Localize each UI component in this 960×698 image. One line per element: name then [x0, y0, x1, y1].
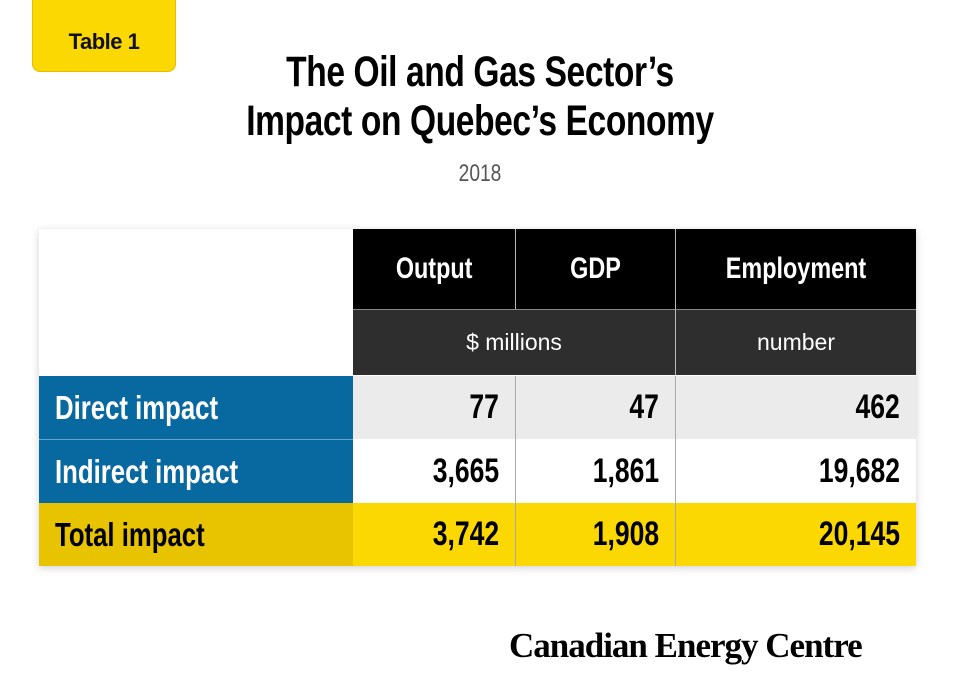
cell-indirect-employment: 19,682 [675, 439, 916, 503]
cell-value: 20,145 [818, 515, 900, 553]
row-label-text: Direct impact [55, 388, 219, 426]
cell-total-gdp: 1,908 [515, 503, 675, 566]
header-gdp-label: GDP [570, 252, 621, 285]
cell-direct-output: 77 [353, 376, 515, 439]
row-label-text: Indirect impact [55, 452, 239, 490]
cell-value: 47 [629, 388, 659, 426]
header-employment-label: Employment [725, 252, 867, 285]
cell-indirect-output: 3,665 [353, 439, 515, 503]
cell-total-output: 3,742 [353, 503, 515, 566]
cell-value: 1,908 [592, 515, 659, 553]
units-number: number [675, 309, 916, 375]
cell-indirect-gdp: 1,861 [515, 439, 675, 503]
title-line-2: Impact on Quebec’s Economy [246, 97, 714, 145]
cell-value: 3,665 [432, 451, 499, 490]
units-millions: $ millions [353, 309, 675, 375]
page-title: The Oil and Gas Sector’s Impact on Quebe… [106, 48, 855, 146]
title-line-1: The Oil and Gas Sector’s [286, 48, 674, 96]
cell-direct-employment: 462 [675, 376, 916, 439]
table-number-badge: Table 1 [32, 0, 176, 72]
row-label-direct: Direct impact [39, 376, 353, 439]
header-gdp: GDP [515, 229, 675, 309]
row-label-indirect: Indirect impact [39, 439, 353, 503]
cell-value: 3,742 [432, 515, 499, 553]
header-employment: Employment [675, 229, 916, 309]
header-output-label: Output [395, 252, 473, 285]
header-output: Output [353, 229, 515, 309]
subtitle-year: 2018 [458, 160, 502, 187]
row-label-text: Total impact [55, 515, 205, 553]
cell-value: 19,682 [818, 451, 900, 490]
row-label-total: Total impact [39, 503, 353, 566]
cell-value: 1,861 [592, 451, 659, 490]
cell-total-employment: 20,145 [675, 503, 916, 566]
brand-logo: Canadian Energy Centre [509, 626, 863, 665]
cell-value: 77 [469, 388, 499, 426]
cell-value: 462 [855, 388, 900, 426]
impact-table: Output GDP Employment $ millions number … [39, 229, 916, 566]
badge-label: Table 1 [68, 29, 140, 54]
cell-direct-gdp: 47 [515, 376, 675, 439]
